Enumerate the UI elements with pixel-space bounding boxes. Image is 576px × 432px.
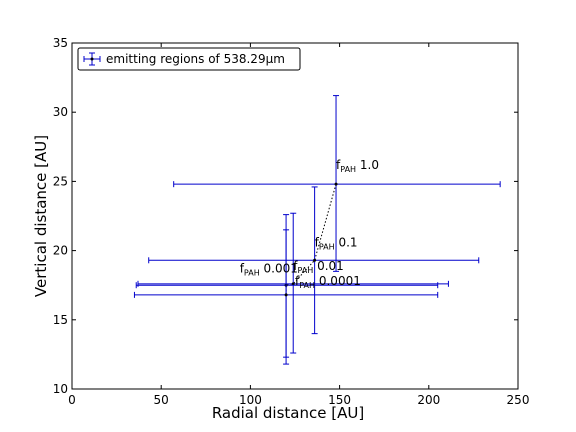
- axes: 0 50 100 150 200 250 10 15 20 25 30 35: [53, 36, 530, 407]
- y-tick-label-0: 10: [53, 382, 68, 396]
- x-tick-label-1: 50: [154, 393, 169, 407]
- data-point-0: [334, 182, 338, 186]
- data-point-4: [284, 293, 288, 297]
- annotation-4: fPAH 0.0001: [295, 274, 361, 290]
- y-tick-label-3: 25: [53, 174, 68, 188]
- y-axis-label: Vertical distance [AU]: [32, 135, 50, 297]
- annotation-2: fPAH 0.01: [293, 259, 344, 275]
- data-point-1: [313, 258, 317, 262]
- annotation-1: fPAH 0.1: [315, 235, 358, 251]
- x-tick-label-5: 250: [507, 393, 530, 407]
- x-tick-label-2: 100: [239, 393, 262, 407]
- x-tick-label-3: 150: [328, 393, 351, 407]
- y-tick-label-2: 20: [53, 244, 68, 258]
- x-tick-label-0: 0: [68, 393, 76, 407]
- legend-marker-point: [90, 57, 94, 61]
- axes-frame: [71, 42, 519, 390]
- data-point-2: [291, 282, 295, 286]
- legend-box: [77, 47, 301, 71]
- annotation-0: fPAH 1.0: [336, 158, 379, 174]
- legend: emitting regions of 538.29μm: [77, 47, 301, 71]
- series-connector-line: [285, 184, 337, 295]
- x-tick-label-4: 200: [417, 393, 440, 407]
- y-tick-label-5: 35: [53, 36, 68, 50]
- annotation-3: fPAH 0.001: [240, 262, 298, 278]
- x-axis-label: Radial distance [AU]: [212, 404, 364, 422]
- legend-label: emitting regions of 538.29μm: [106, 52, 285, 66]
- y-tick-label-1: 15: [53, 313, 68, 327]
- y-tick-label-4: 30: [53, 105, 68, 119]
